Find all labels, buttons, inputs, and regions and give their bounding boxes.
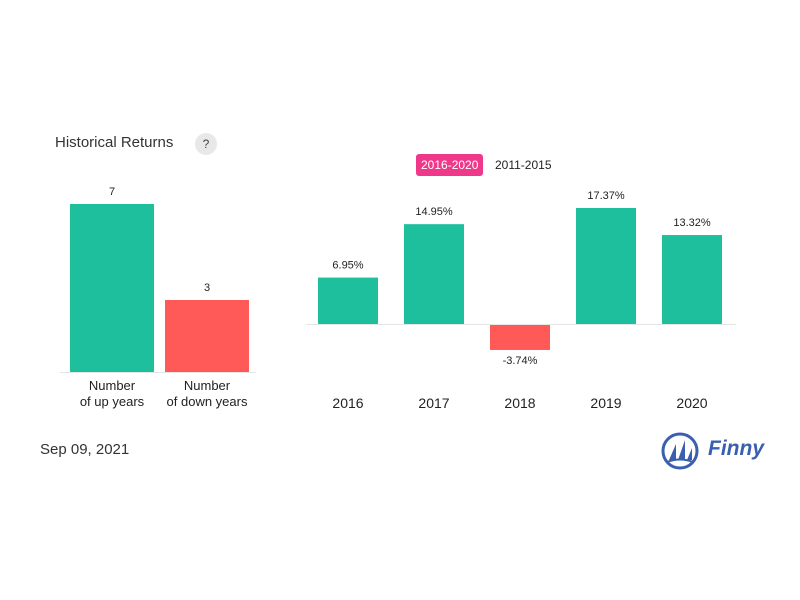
- tab-2016-2020[interactable]: 2016-2020: [416, 154, 484, 176]
- page-title: Historical Returns: [55, 134, 174, 151]
- as-of-date: Sep 09, 2021: [40, 441, 130, 458]
- year-tick-label: 2016: [332, 395, 363, 411]
- data-label: 17.37%: [587, 190, 625, 202]
- bar-2018: [490, 325, 550, 350]
- data-label: 6.95%: [332, 260, 363, 272]
- data-label: 13.32%: [673, 217, 711, 229]
- category-label: Number: [89, 378, 136, 393]
- tab-2011-2015[interactable]: 2011-2015: [495, 158, 552, 172]
- bar-down-years: [165, 300, 249, 372]
- data-label: -3.74%: [503, 355, 538, 367]
- data-label: 7: [109, 186, 115, 198]
- category-label: of down years: [167, 394, 248, 409]
- brand-name: Finny: [708, 437, 764, 460]
- bar-2016: [318, 277, 378, 324]
- bar-up-years: [70, 204, 154, 372]
- year-tick-label: 2019: [590, 395, 621, 411]
- sailboat-logo-icon: [661, 432, 699, 470]
- bar-2019: [576, 208, 636, 324]
- question-mark-icon[interactable]: ?: [195, 133, 217, 155]
- bar-2017: [404, 224, 464, 324]
- year-tick-label: 2020: [676, 395, 707, 411]
- data-label: 3: [204, 282, 210, 294]
- bar-2020: [662, 235, 722, 324]
- data-label: 14.95%: [415, 206, 453, 218]
- category-label: of up years: [80, 394, 145, 409]
- category-label: Number: [184, 378, 231, 393]
- year-tick-label: 2018: [504, 395, 535, 411]
- year-tick-label: 2017: [418, 395, 449, 411]
